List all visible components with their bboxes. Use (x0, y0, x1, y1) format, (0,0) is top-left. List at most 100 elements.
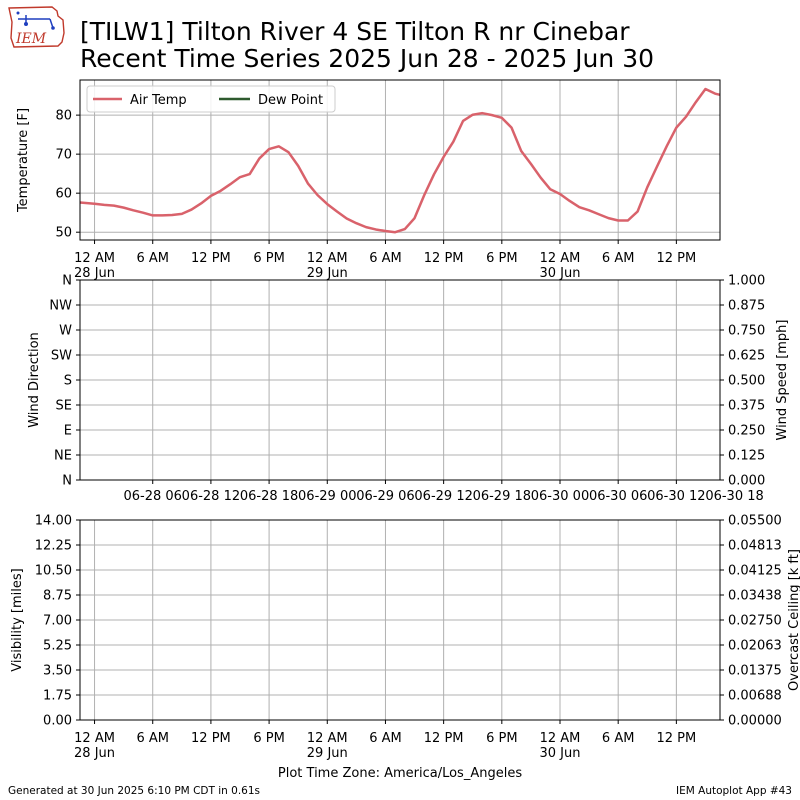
legend-label-air-temp: Air Temp (130, 93, 187, 108)
x-tick-label: 12 AM (540, 251, 581, 266)
temperature-y-ticks: 50 60 70 80 (55, 109, 80, 241)
x-tick-label: 12 AM (540, 731, 581, 746)
x-tick-date-label: 28 Jun (74, 746, 115, 761)
x-tick-date-label: 30 Jun (540, 746, 581, 761)
x-tick-label: 12 AM (74, 731, 115, 746)
footer-generated: Generated at 30 Jun 2025 6:10 PM CDT in … (8, 785, 260, 797)
ceiling-axis-label: Overcast Ceiling [k ft] (787, 549, 800, 691)
chart-title-line2: Recent Time Series 2025 Jun 28 - 2025 Ju… (80, 44, 654, 73)
x-axis-label: Plot Time Zone: America/Los_Angeles (278, 766, 522, 781)
temperature-series (79, 87, 721, 234)
x-tick-label: 06-28 12 (182, 489, 240, 504)
wind-direction-tick-label: NE (54, 449, 72, 464)
visibility-tick-label: 5.25 (43, 639, 72, 654)
x-tick-label: 6 AM (369, 251, 402, 266)
visibility-axis-label: Visibility [miles] (10, 568, 25, 671)
wind-direction-axis-label: Wind Direction (27, 332, 42, 428)
wind-speed-tick-label: 0.375 (728, 399, 765, 414)
x-tick-label: 06-30 18 (705, 489, 763, 504)
x-tick-label: 6 AM (136, 251, 169, 266)
iowa-outline-icon (8, 6, 65, 48)
visibility-tick-label: 10.50 (35, 564, 72, 579)
ceiling-tick-label: 0.04125 (728, 564, 782, 579)
ceiling-tick-label: 0.00000 (728, 714, 782, 729)
iem-logo: IEM (8, 6, 65, 48)
y-tick-label: 80 (55, 109, 72, 124)
wind-speed-tick-label: 1.000 (728, 274, 765, 289)
x-tick-label: 06-29 18 (473, 489, 531, 504)
x-tick-label: 06-29 12 (414, 489, 472, 504)
x-tick-label: 12 PM (191, 251, 231, 266)
wind-speed-y-ticks: 0.000 0.125 0.250 0.375 0.500 0.625 0.750 0.875… (720, 274, 765, 489)
ceiling-tick-label: 0.03438 (728, 589, 782, 604)
ceiling-y-ticks: 0.00000 0.00688 0.01375 0.02063 0.02750 0.034… (720, 514, 782, 729)
y-tick-label: 50 (55, 226, 72, 241)
logo-text: IEM (15, 31, 47, 47)
chart-title-line1: [TILW1] Tilton River 4 SE Tilton R nr Ci… (80, 17, 630, 46)
wind-speed-tick-label: 0.875 (728, 299, 765, 314)
x-tick-label: 6 AM (136, 731, 169, 746)
visibility-grid (80, 519, 720, 721)
wind-direction-tick-label: W (59, 324, 72, 339)
legend-label-dew-point: Dew Point (258, 93, 323, 108)
temperature-axes-frame (79, 79, 721, 241)
x-tick-label: 06-30 06 (589, 489, 647, 504)
x-tick-label: 12 AM (74, 251, 115, 266)
wind-speed-tick-label: 0.000 (728, 474, 765, 489)
ceiling-tick-label: 0.01375 (728, 664, 782, 679)
x-tick-label: 6 AM (369, 731, 402, 746)
visibility-tick-label: 1.75 (43, 689, 72, 704)
x-tick-label: 12 PM (656, 251, 696, 266)
x-tick-label: 12 PM (424, 251, 464, 266)
x-tick-label: 12 PM (656, 731, 696, 746)
wind-direction-tick-label: N (62, 274, 72, 289)
x-tick-date-label: 29 Jun (307, 266, 348, 281)
y-tick-label: 60 (55, 187, 72, 202)
visibility-tick-label: 7.00 (43, 614, 72, 629)
footer-app: IEM Autoplot App #43 (676, 785, 792, 797)
visibility-y-ticks: 0.00 1.75 3.50 5.25 7.00 8.75 10.50 12.25 14.00 (35, 514, 80, 729)
x-tick-date-label: 29 Jun (307, 746, 348, 761)
logo-dot-icon (24, 22, 28, 26)
x-tick-label: 12 AM (307, 731, 348, 746)
ceiling-tick-label: 0.02750 (728, 614, 782, 629)
ceiling-tick-label: 0.00688 (728, 689, 782, 704)
legend-box (86, 85, 336, 113)
wind-direction-tick-label: NW (49, 299, 72, 314)
wind-speed-tick-label: 0.625 (728, 349, 765, 364)
visibility-tick-label: 14.00 (35, 514, 72, 529)
x-tick-label: 06-30 00 (531, 489, 589, 504)
y-tick-label: 70 (55, 148, 72, 163)
x-tick-label: 12 AM (307, 251, 348, 266)
series-line-air-temp (79, 87, 721, 234)
x-tick-label: 6 PM (486, 731, 517, 746)
wind-speed-axis-label: Wind Speed [mph] (775, 320, 790, 441)
x-tick-label: 6 PM (253, 251, 284, 266)
x-tick-label: 06-28 06 (124, 489, 182, 504)
wind-speed-tick-label: 0.250 (728, 424, 765, 439)
wind-speed-tick-label: 0.500 (728, 374, 765, 389)
x-tick-label: 06-30 12 (647, 489, 705, 504)
ceiling-tick-label: 0.05500 (728, 514, 782, 529)
wind-direction-tick-label: N (62, 474, 72, 489)
logo-dot-icon (16, 11, 20, 15)
visibility-tick-label: 3.50 (43, 664, 72, 679)
x-tick-label: 06-29 00 (298, 489, 356, 504)
x-tick-label: 06-29 06 (356, 489, 414, 504)
wind-direction-tick-label: SE (56, 399, 72, 414)
wind-speed-tick-label: 0.125 (728, 449, 765, 464)
temperature-legend: Air Temp Dew Point (86, 85, 336, 113)
x-tick-label: 6 PM (486, 251, 517, 266)
wind-direction-tick-label: E (64, 424, 72, 439)
x-tick-label: 6 AM (602, 731, 635, 746)
ceiling-tick-label: 0.02063 (728, 639, 782, 654)
x-tick-label: 6 PM (253, 731, 284, 746)
wind-speed-tick-label: 0.750 (728, 324, 765, 339)
wind-direction-y-ticks: N NE E SE S SW W NW N (49, 274, 80, 489)
wind-x-ticks: 06-28 06 06-28 12 06-28 18 06-29 00 06-29 06… (124, 480, 764, 504)
x-tick-label: 6 AM (602, 251, 635, 266)
